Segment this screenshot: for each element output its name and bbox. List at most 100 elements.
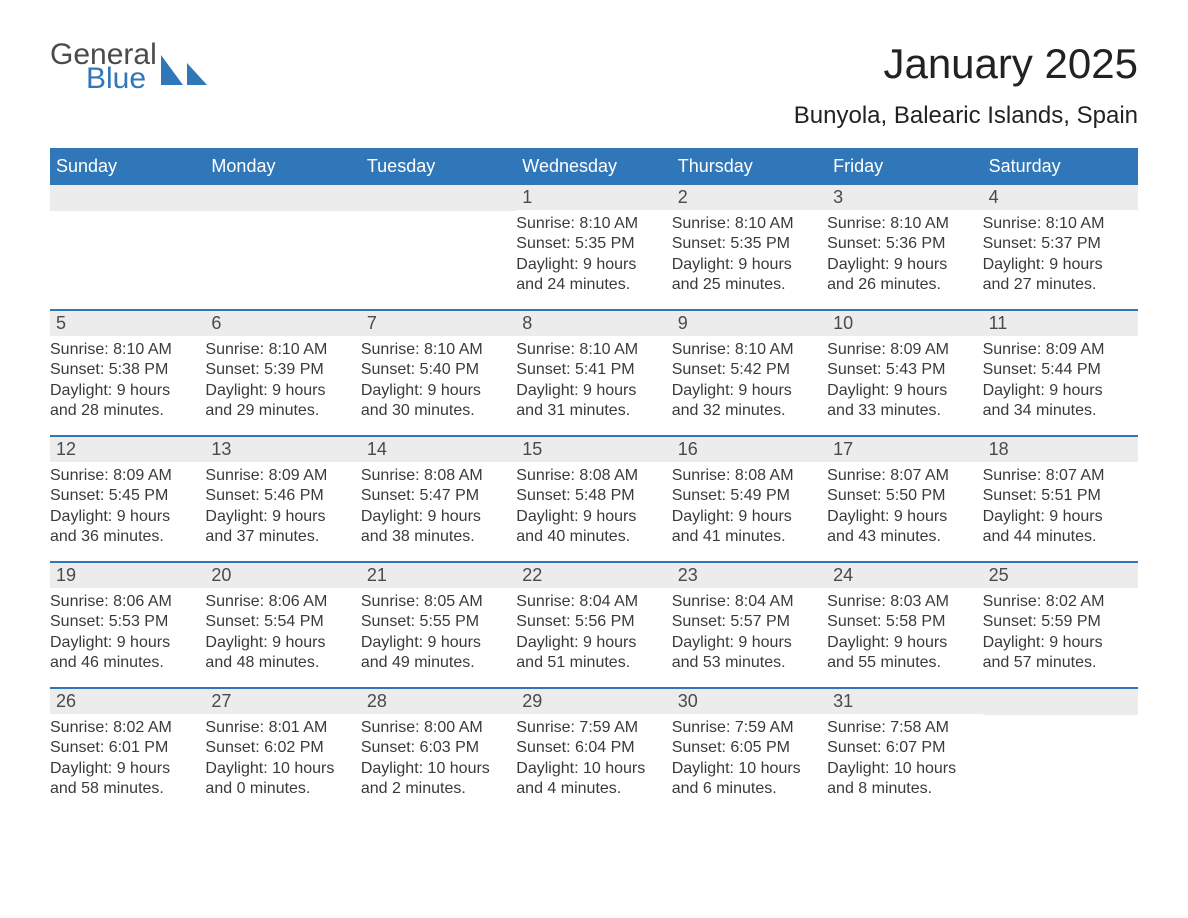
day-number: 7 <box>361 311 516 336</box>
day-sunset-line: Sunset: 5:41 PM <box>516 360 665 380</box>
day-number: 10 <box>827 311 982 336</box>
weekday-label: Monday <box>205 148 360 185</box>
day-d1-line: Daylight: 9 hours <box>827 633 976 653</box>
day-d1-line: Daylight: 9 hours <box>205 381 354 401</box>
day-number: 5 <box>50 311 205 336</box>
day-body: Sunrise: 8:02 AMSunset: 5:59 PMDaylight:… <box>983 588 1138 678</box>
day-d2-line: and 34 minutes. <box>983 401 1132 421</box>
day-d1-line: Daylight: 9 hours <box>672 633 821 653</box>
day-d1-line: Daylight: 9 hours <box>50 507 199 527</box>
day-d2-line: and 6 minutes. <box>672 779 821 799</box>
day-sunrise-line: Sunrise: 8:09 AM <box>50 466 199 486</box>
day-sunset-line: Sunset: 5:53 PM <box>50 612 199 632</box>
day-sunrise-line: Sunrise: 8:10 AM <box>827 214 976 234</box>
day-sunrise-line: Sunrise: 8:09 AM <box>983 340 1132 360</box>
header: General Blue January 2025 Bunyola, Balea… <box>50 40 1138 130</box>
day-body: Sunrise: 8:09 AMSunset: 5:46 PMDaylight:… <box>205 462 360 552</box>
day-d1-line: Daylight: 9 hours <box>672 507 821 527</box>
day-body: Sunrise: 8:10 AMSunset: 5:36 PMDaylight:… <box>827 210 982 300</box>
day-number: 17 <box>827 437 982 462</box>
day-d2-line: and 57 minutes. <box>983 653 1132 673</box>
day-d1-line: Daylight: 9 hours <box>827 381 976 401</box>
logo-text: General Blue <box>50 40 157 94</box>
day-sunset-line: Sunset: 5:38 PM <box>50 360 199 380</box>
day-d2-line: and 37 minutes. <box>205 527 354 547</box>
day-body: Sunrise: 8:05 AMSunset: 5:55 PMDaylight:… <box>361 588 516 678</box>
day-d1-line: Daylight: 9 hours <box>827 255 976 275</box>
day-cell: 15Sunrise: 8:08 AMSunset: 5:48 PMDayligh… <box>516 437 671 555</box>
day-body: Sunrise: 8:04 AMSunset: 5:56 PMDaylight:… <box>516 588 671 678</box>
day-body: Sunrise: 7:59 AMSunset: 6:05 PMDaylight:… <box>672 714 827 804</box>
day-d1-line: Daylight: 9 hours <box>50 633 199 653</box>
weekday-label: Thursday <box>672 148 827 185</box>
day-d2-line: and 31 minutes. <box>516 401 665 421</box>
day-sunset-line: Sunset: 5:42 PM <box>672 360 821 380</box>
day-sunset-line: Sunset: 5:55 PM <box>361 612 510 632</box>
day-d1-line: Daylight: 9 hours <box>361 381 510 401</box>
day-cell: 12Sunrise: 8:09 AMSunset: 5:45 PMDayligh… <box>50 437 205 555</box>
day-cell: 20Sunrise: 8:06 AMSunset: 5:54 PMDayligh… <box>205 563 360 681</box>
day-sunrise-line: Sunrise: 8:10 AM <box>205 340 354 360</box>
day-body: Sunrise: 8:07 AMSunset: 5:51 PMDaylight:… <box>983 462 1138 552</box>
day-d2-line: and 29 minutes. <box>205 401 354 421</box>
day-sunset-line: Sunset: 6:04 PM <box>516 738 665 758</box>
week-row: 12Sunrise: 8:09 AMSunset: 5:45 PMDayligh… <box>50 435 1138 555</box>
day-sunrise-line: Sunrise: 8:01 AM <box>205 718 354 738</box>
day-sunset-line: Sunset: 6:02 PM <box>205 738 354 758</box>
day-cell: 7Sunrise: 8:10 AMSunset: 5:40 PMDaylight… <box>361 311 516 429</box>
day-d2-line: and 33 minutes. <box>827 401 976 421</box>
day-sunrise-line: Sunrise: 8:06 AM <box>205 592 354 612</box>
day-d2-line: and 36 minutes. <box>50 527 199 547</box>
day-sunset-line: Sunset: 5:46 PM <box>205 486 354 506</box>
day-cell: 16Sunrise: 8:08 AMSunset: 5:49 PMDayligh… <box>672 437 827 555</box>
day-sunset-line: Sunset: 6:07 PM <box>827 738 976 758</box>
day-number: 12 <box>50 437 205 462</box>
weekday-label: Friday <box>827 148 982 185</box>
day-body: Sunrise: 8:08 AMSunset: 5:47 PMDaylight:… <box>361 462 516 552</box>
day-body: Sunrise: 8:10 AMSunset: 5:39 PMDaylight:… <box>205 336 360 426</box>
day-cell: 6Sunrise: 8:10 AMSunset: 5:39 PMDaylight… <box>205 311 360 429</box>
weeks-container: 1Sunrise: 8:10 AMSunset: 5:35 PMDaylight… <box>50 185 1138 807</box>
day-d2-line: and 25 minutes. <box>672 275 821 295</box>
day-d1-line: Daylight: 9 hours <box>516 633 665 653</box>
day-sunset-line: Sunset: 5:43 PM <box>827 360 976 380</box>
day-sunset-line: Sunset: 5:48 PM <box>516 486 665 506</box>
day-number: 8 <box>516 311 671 336</box>
day-d1-line: Daylight: 10 hours <box>205 759 354 779</box>
day-sunrise-line: Sunrise: 7:59 AM <box>672 718 821 738</box>
day-sunrise-line: Sunrise: 8:09 AM <box>205 466 354 486</box>
day-body: Sunrise: 8:03 AMSunset: 5:58 PMDaylight:… <box>827 588 982 678</box>
day-d2-line: and 40 minutes. <box>516 527 665 547</box>
day-cell: 23Sunrise: 8:04 AMSunset: 5:57 PMDayligh… <box>672 563 827 681</box>
logo: General Blue <box>50 40 207 94</box>
month-title: January 2025 <box>794 40 1138 88</box>
day-number: 22 <box>516 563 671 588</box>
day-number: 26 <box>50 689 205 714</box>
day-d2-line: and 51 minutes. <box>516 653 665 673</box>
day-d2-line: and 8 minutes. <box>827 779 976 799</box>
day-sunset-line: Sunset: 5:59 PM <box>983 612 1132 632</box>
day-sunset-line: Sunset: 5:56 PM <box>516 612 665 632</box>
day-d2-line: and 27 minutes. <box>983 275 1132 295</box>
day-number: 16 <box>672 437 827 462</box>
day-sunset-line: Sunset: 5:47 PM <box>361 486 510 506</box>
day-body: Sunrise: 8:06 AMSunset: 5:53 PMDaylight:… <box>50 588 205 678</box>
day-sunrise-line: Sunrise: 8:10 AM <box>672 340 821 360</box>
day-body: Sunrise: 8:10 AMSunset: 5:38 PMDaylight:… <box>50 336 205 426</box>
day-d1-line: Daylight: 9 hours <box>983 381 1132 401</box>
day-number <box>205 185 360 211</box>
day-cell <box>983 689 1138 807</box>
weekday-label: Sunday <box>50 148 205 185</box>
day-body: Sunrise: 8:00 AMSunset: 6:03 PMDaylight:… <box>361 714 516 804</box>
day-sunrise-line: Sunrise: 8:04 AM <box>516 592 665 612</box>
day-cell: 2Sunrise: 8:10 AMSunset: 5:35 PMDaylight… <box>672 185 827 303</box>
day-number: 30 <box>672 689 827 714</box>
day-d1-line: Daylight: 9 hours <box>983 507 1132 527</box>
day-d1-line: Daylight: 9 hours <box>205 633 354 653</box>
day-number: 9 <box>672 311 827 336</box>
day-sunrise-line: Sunrise: 8:10 AM <box>516 340 665 360</box>
day-number: 25 <box>983 563 1138 588</box>
day-body: Sunrise: 8:10 AMSunset: 5:42 PMDaylight:… <box>672 336 827 426</box>
day-body: Sunrise: 8:10 AMSunset: 5:35 PMDaylight:… <box>516 210 671 300</box>
day-d1-line: Daylight: 9 hours <box>827 507 976 527</box>
